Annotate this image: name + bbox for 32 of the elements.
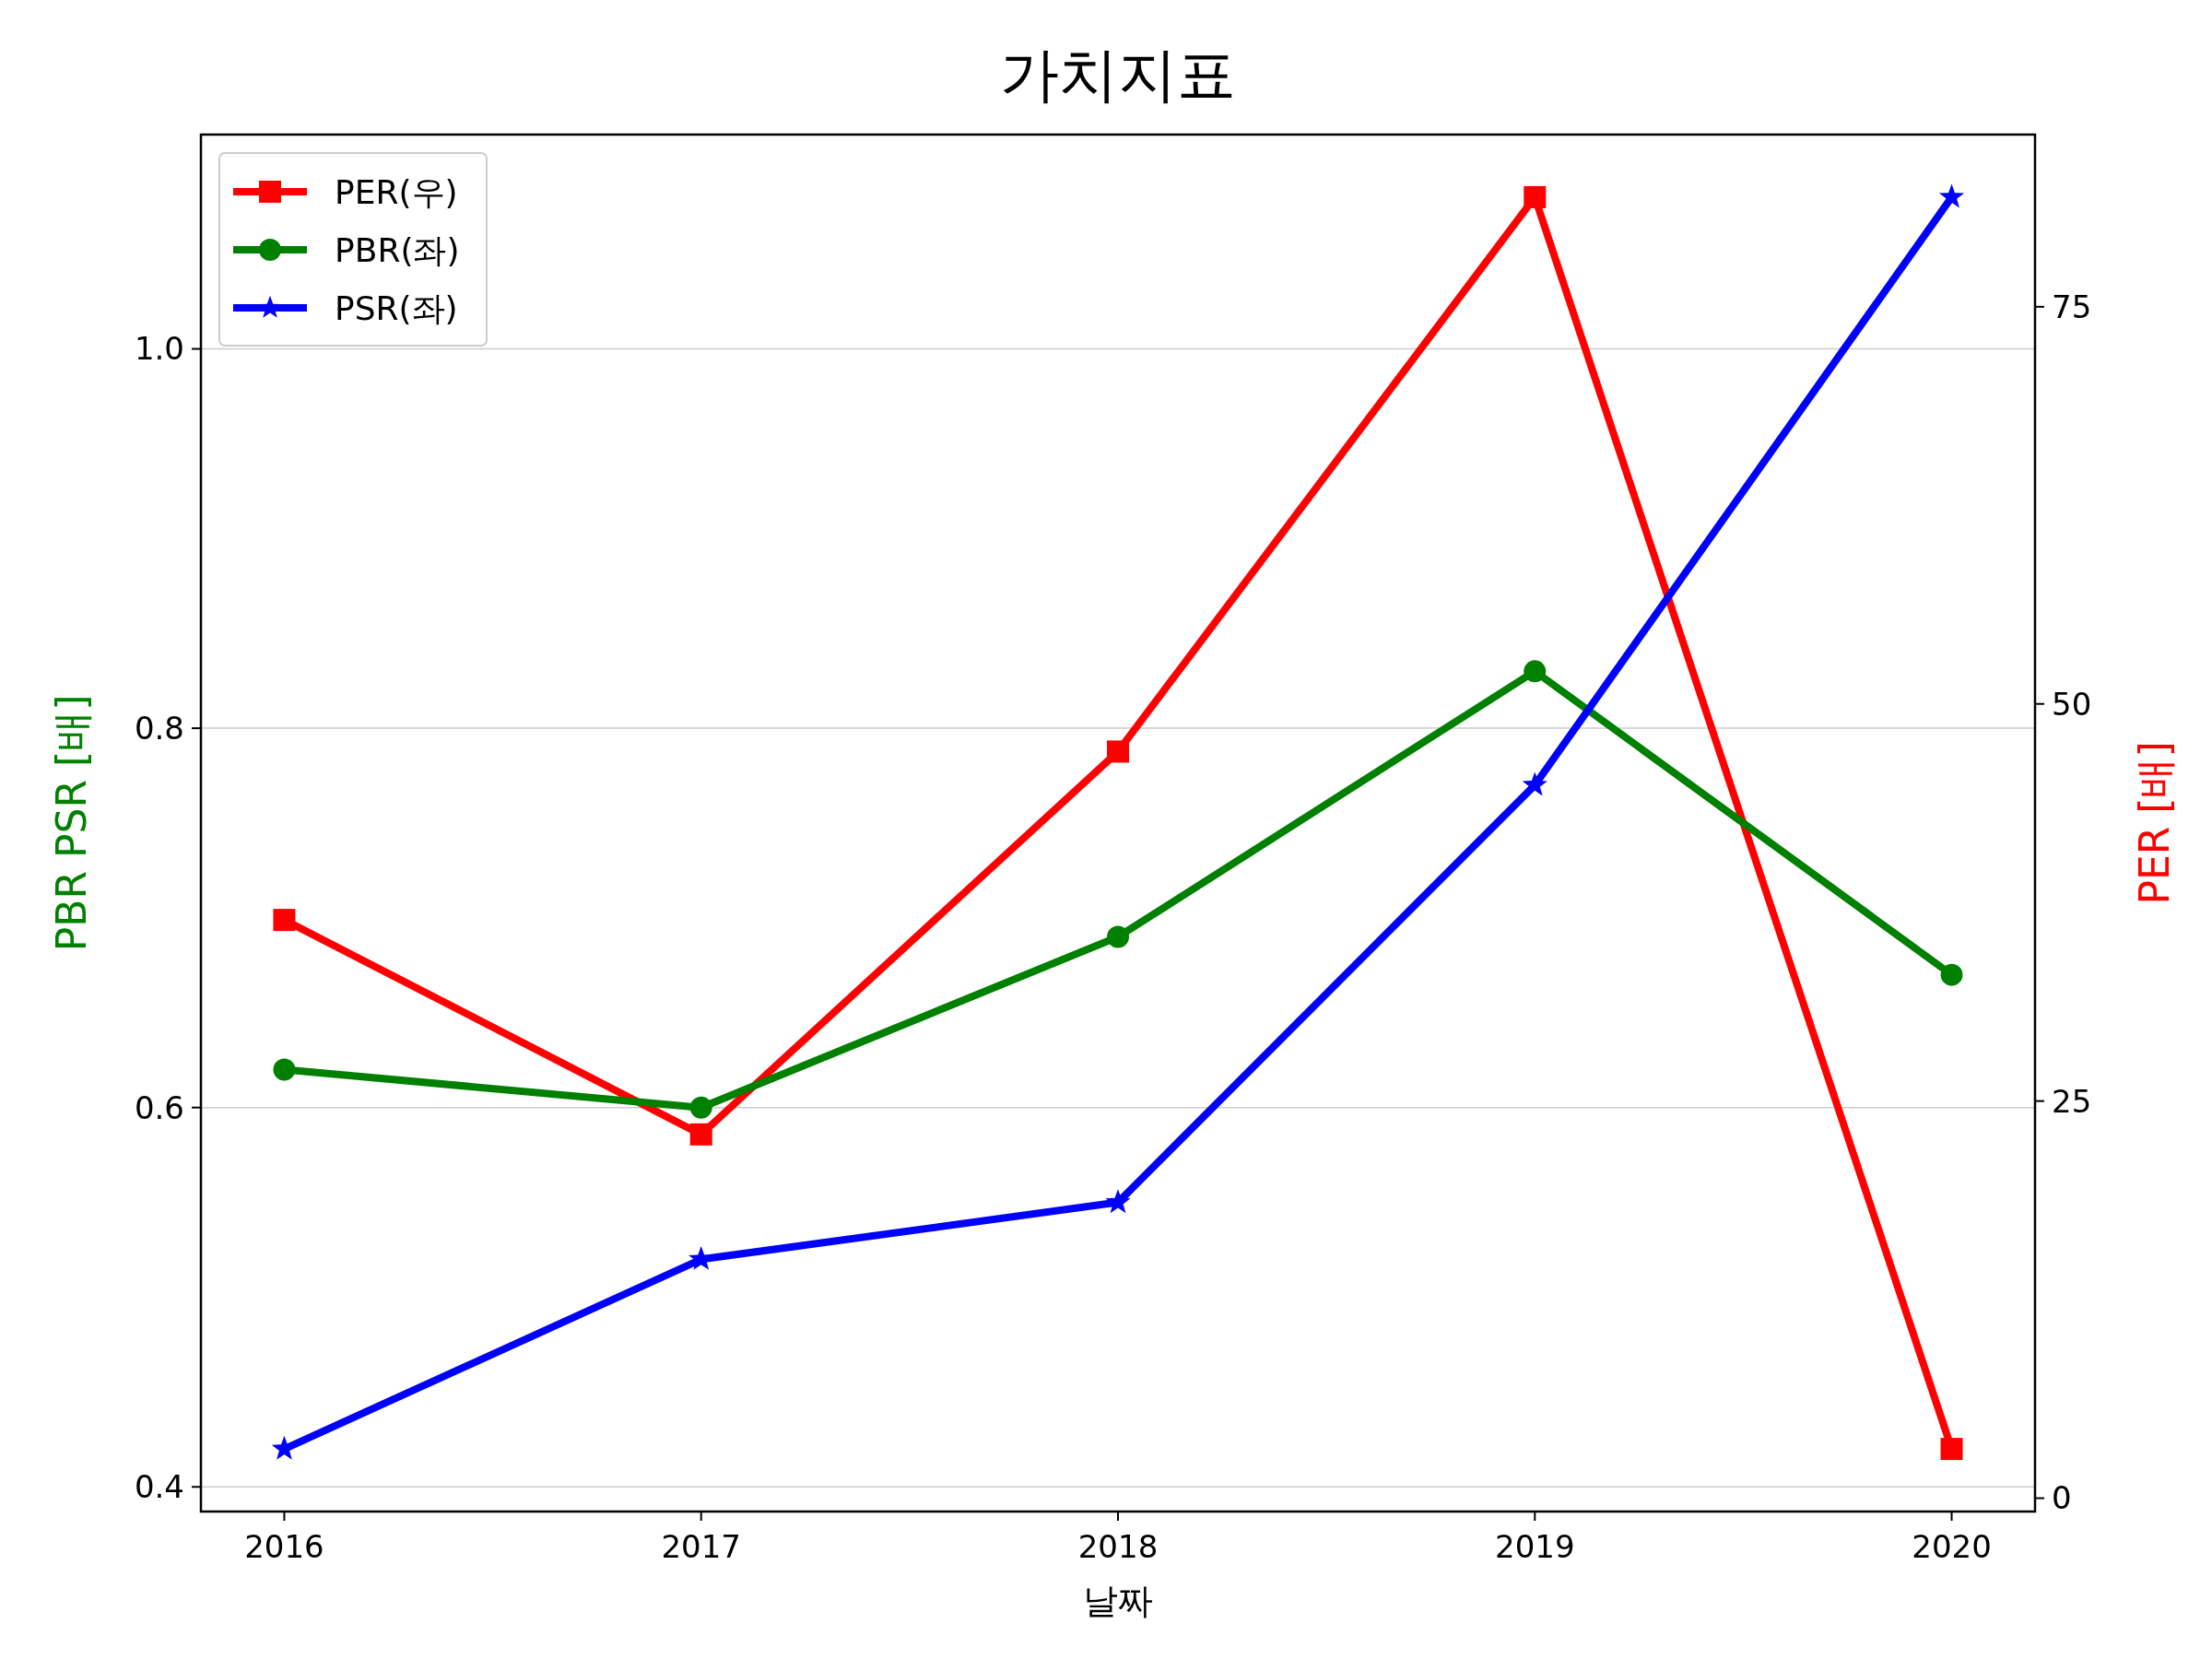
y-tick-label: 1.0 — [134, 330, 184, 368]
y-tick-label: 0.8 — [134, 710, 184, 747]
y2-tick-label: 0 — [2052, 1479, 2072, 1517]
point — [273, 909, 296, 932]
y-axis-title: PBR PSR [배] — [48, 694, 95, 952]
point — [1940, 963, 1963, 986]
chart-title: 가치지표 — [1000, 41, 1236, 109]
x-tick-label: 2019 — [1495, 1528, 1575, 1565]
point — [1105, 1189, 1131, 1214]
point — [1107, 925, 1129, 948]
point — [1107, 740, 1129, 763]
x-tick-label: 2020 — [1912, 1528, 1992, 1565]
point — [1940, 1438, 1963, 1461]
x-tick-label: 2018 — [1077, 1528, 1159, 1565]
x-tick-label: 2016 — [244, 1528, 324, 1565]
point — [273, 1058, 296, 1081]
point — [1522, 771, 1547, 796]
y2-tick-label: 25 — [2052, 1082, 2092, 1120]
y-tick-label: 0.4 — [134, 1468, 184, 1506]
y-tick-label: 0.6 — [134, 1088, 184, 1126]
legend-label: PER(우) — [335, 172, 458, 211]
x-axis-title: 날짜 — [1083, 1581, 1153, 1621]
point — [1524, 660, 1547, 683]
legend-label: PSR(좌) — [335, 288, 458, 327]
point — [689, 1096, 712, 1119]
point — [689, 1123, 712, 1146]
point — [1524, 185, 1547, 208]
y2-tick-label: 50 — [2052, 685, 2092, 723]
x-tick-label: 2017 — [661, 1528, 741, 1565]
legend-label: PBR(좌) — [335, 230, 460, 269]
y2-tick-label: 75 — [2052, 288, 2092, 325]
y2-axis-title: PER [배] — [2131, 741, 2178, 905]
